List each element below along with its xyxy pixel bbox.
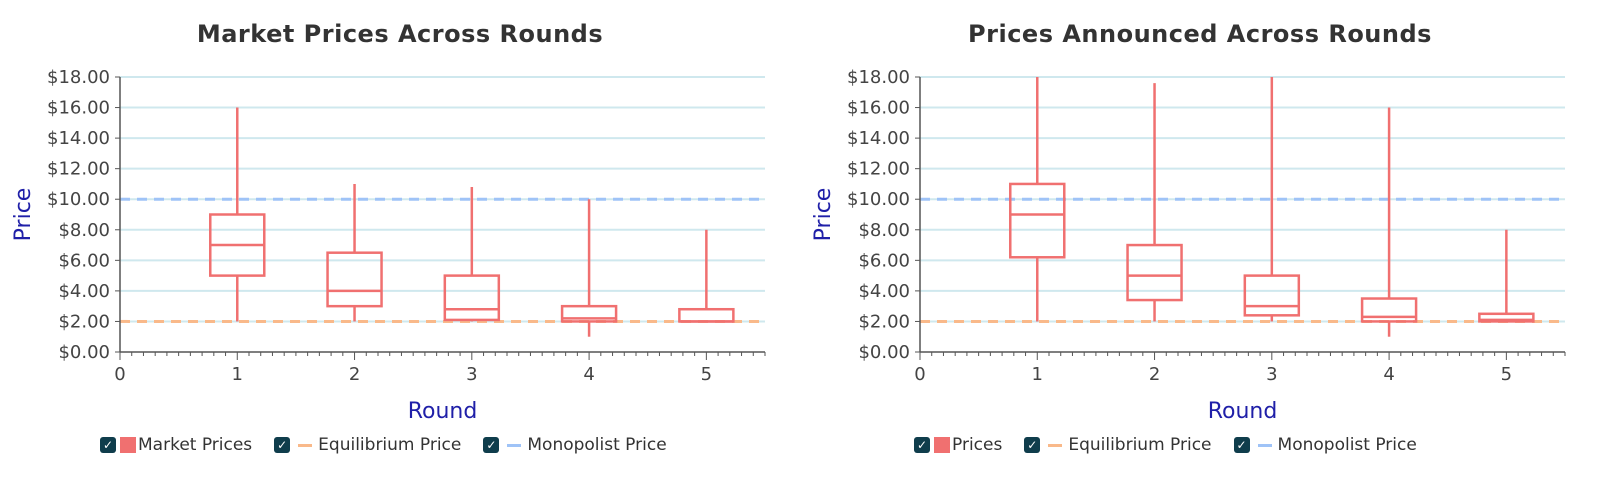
market-prices-panel: Market Prices Across Rounds $0.00 $2.00 $4…	[11, 20, 766, 455]
chart-title: Market Prices Across Rounds	[196, 20, 604, 48]
y-tick-label: $16.00	[847, 98, 910, 119]
checkbox-checked-icon[interactable]: ✓	[274, 437, 291, 453]
box-iqr-rect	[1360, 297, 1418, 323]
y-tick-label: $4.00	[58, 281, 110, 302]
legend-box-swatch	[934, 437, 950, 453]
checkbox-checked-icon[interactable]: ✓	[483, 437, 500, 453]
x-axis-title: Round	[408, 399, 478, 424]
chart-legend: ✓ Market Prices ✓ Equilibrium Price ✓ Mo…	[100, 435, 689, 455]
y-tick-label: $2.00	[858, 311, 910, 332]
legend-box-swatch	[120, 437, 136, 453]
legend-item-monopolist-price[interactable]: ✓ Monopolist Price	[483, 435, 667, 455]
y-tick-label: $8.00	[58, 220, 110, 241]
box-iqr-rect	[560, 304, 618, 323]
market-prices-box-plot: $0.00 $2.00 $4.00 $6.00 $8.00 $10.00 $12.00 $14…	[11, 67, 766, 424]
checkbox-checked-icon[interactable]: ✓	[1024, 437, 1041, 453]
y-tick-label: $0.00	[58, 342, 110, 363]
y-tick-label: $14.00	[847, 128, 910, 149]
y-tick-label: $14.00	[47, 128, 110, 149]
x-tick-label: 2	[349, 364, 360, 385]
chart-legend: ✓ Prices ✓ Equilibrium Price ✓ Monopolis…	[914, 435, 1439, 455]
checkbox-checked-icon[interactable]: ✓	[1233, 437, 1250, 453]
legend-label: Monopolist Price	[527, 435, 667, 455]
legend-line-swatch	[1257, 443, 1272, 447]
box-iqr-rect	[1243, 274, 1301, 317]
x-tick-label: 4	[583, 364, 594, 385]
box-iqr-rect	[1126, 243, 1183, 302]
y-tick-label: $8.00	[858, 220, 910, 241]
legend-line-swatch	[1048, 443, 1063, 447]
chart-title: Prices Announced Across Rounds	[968, 20, 1432, 48]
legend-item-market-prices[interactable]: ✓ Market Prices	[100, 435, 252, 455]
legend-item-prices[interactable]: ✓ Prices	[914, 435, 1002, 455]
legend-label: Equilibrium Price	[318, 435, 462, 455]
legend-line-swatch	[507, 443, 522, 447]
x-tick-label: 2	[1149, 364, 1160, 385]
checkbox-checked-icon[interactable]: ✓	[100, 437, 116, 453]
legend-label: Market Prices	[138, 435, 253, 455]
box-iqr-rect	[326, 251, 383, 308]
legend-label: Equilibrium Price	[1068, 435, 1212, 455]
y-tick-label: $12.00	[47, 159, 110, 180]
y-tick-label: $4.00	[858, 281, 910, 302]
x-tick-label: 5	[701, 364, 712, 385]
y-tick-label: $6.00	[858, 250, 910, 271]
x-tick-label: 3	[466, 364, 477, 385]
x-tick-label: 5	[1501, 364, 1512, 385]
legend-line-swatch	[298, 443, 313, 447]
y-tick-label: $12.00	[847, 159, 910, 180]
legend-label: Prices	[952, 435, 1003, 455]
y-tick-label: $6.00	[58, 250, 110, 271]
box-iqr-rect	[1009, 182, 1066, 259]
legend-item-monopolist-price[interactable]: ✓ Monopolist Price	[1233, 435, 1417, 455]
legend-item-equilibrium-price[interactable]: ✓ Equilibrium Price	[1024, 435, 1212, 455]
legend-item-equilibrium-price[interactable]: ✓ Equilibrium Price	[274, 435, 461, 455]
prices-announced-box-plot: $0.00 $2.00 $4.00 $6.00 $8.00 $10.00 $12.00 $14…	[811, 67, 1566, 424]
y-tick-label: $10.00	[847, 189, 910, 210]
box-iqr-rect	[678, 307, 735, 323]
box-iqr-rect	[443, 274, 501, 322]
y-tick-label: $18.00	[47, 67, 110, 88]
x-tick-label: 0	[914, 364, 925, 385]
y-tick-label: $16.00	[47, 98, 110, 119]
checkbox-checked-icon[interactable]: ✓	[914, 437, 930, 453]
legend-label: Monopolist Price	[1277, 435, 1417, 455]
y-tick-label: $18.00	[847, 67, 910, 88]
x-tick-label: 1	[1032, 364, 1043, 385]
x-tick-label: 3	[1266, 364, 1277, 385]
prices-announced-panel: Prices Announced Across Rounds $0.00 $2.0…	[800, 0, 1600, 478]
y-axis-title: Price	[811, 188, 836, 242]
y-axis-title: Price	[11, 188, 36, 242]
y-tick-label: $10.00	[47, 189, 110, 210]
box-iqr-rect	[1478, 312, 1535, 323]
y-tick-label: $0.00	[858, 342, 910, 363]
x-axis-title: Round	[1208, 399, 1278, 424]
y-tick-label: $2.00	[58, 311, 110, 332]
x-tick-label: 4	[1383, 364, 1394, 385]
x-tick-label: 0	[114, 364, 125, 385]
x-tick-label: 1	[232, 364, 243, 385]
